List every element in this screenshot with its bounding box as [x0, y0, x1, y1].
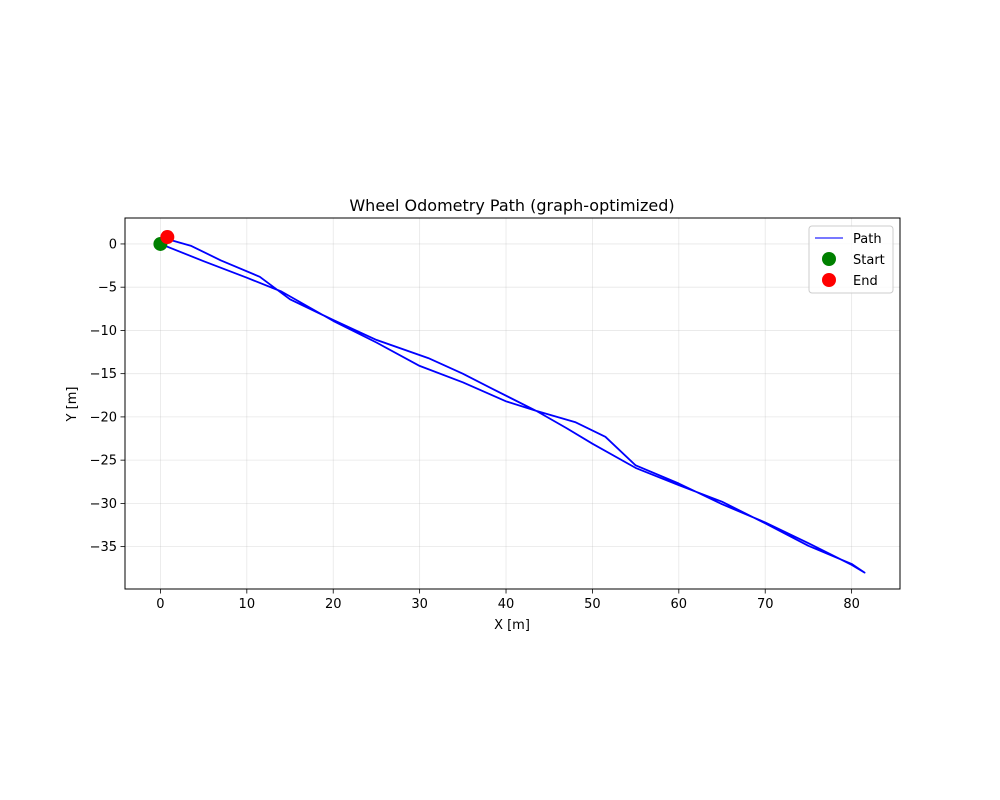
grid [125, 218, 900, 589]
x-tick-label: 60 [671, 597, 688, 612]
y-tick-label: −10 [90, 324, 117, 339]
x-tick-label: 50 [584, 597, 601, 612]
y-tick-label: −25 [90, 454, 117, 469]
y-tick-label: −15 [90, 367, 117, 382]
axis-ticks: 0 10 20 30 40 50 60 70 80 0 −5 −10 −15 −20 −25 −30 −35 [90, 237, 860, 612]
chart-title: Wheel Odometry Path (graph-optimized) [349, 196, 674, 215]
x-tick-label: 20 [325, 597, 342, 612]
end-marker [160, 230, 175, 245]
x-tick-label: 70 [757, 597, 774, 612]
x-tick-label: 30 [411, 597, 428, 612]
plot-data [153, 230, 866, 574]
path-line [159, 236, 866, 574]
plot-frame [124, 217, 901, 590]
x-axis-label: X [m] [494, 618, 530, 633]
y-tick-label: −5 [98, 281, 117, 296]
x-tick-label: 10 [239, 597, 256, 612]
legend-path-label: Path [853, 232, 882, 247]
legend-end-label: End [853, 274, 878, 289]
y-tick-label: 0 [109, 237, 117, 252]
y-axis-label: Y [m] [65, 387, 80, 423]
x-tick-label: 40 [498, 597, 515, 612]
x-tick-label: 80 [843, 597, 860, 612]
legend-start-label: Start [853, 253, 885, 268]
legend: Path Start End [808, 225, 894, 294]
y-tick-label: −30 [90, 497, 117, 512]
y-tick-label: −20 [90, 410, 117, 425]
legend-start-swatch [822, 252, 836, 266]
x-tick-label: 0 [156, 597, 164, 612]
legend-end-swatch [822, 273, 836, 287]
y-tick-label: −35 [90, 540, 117, 555]
